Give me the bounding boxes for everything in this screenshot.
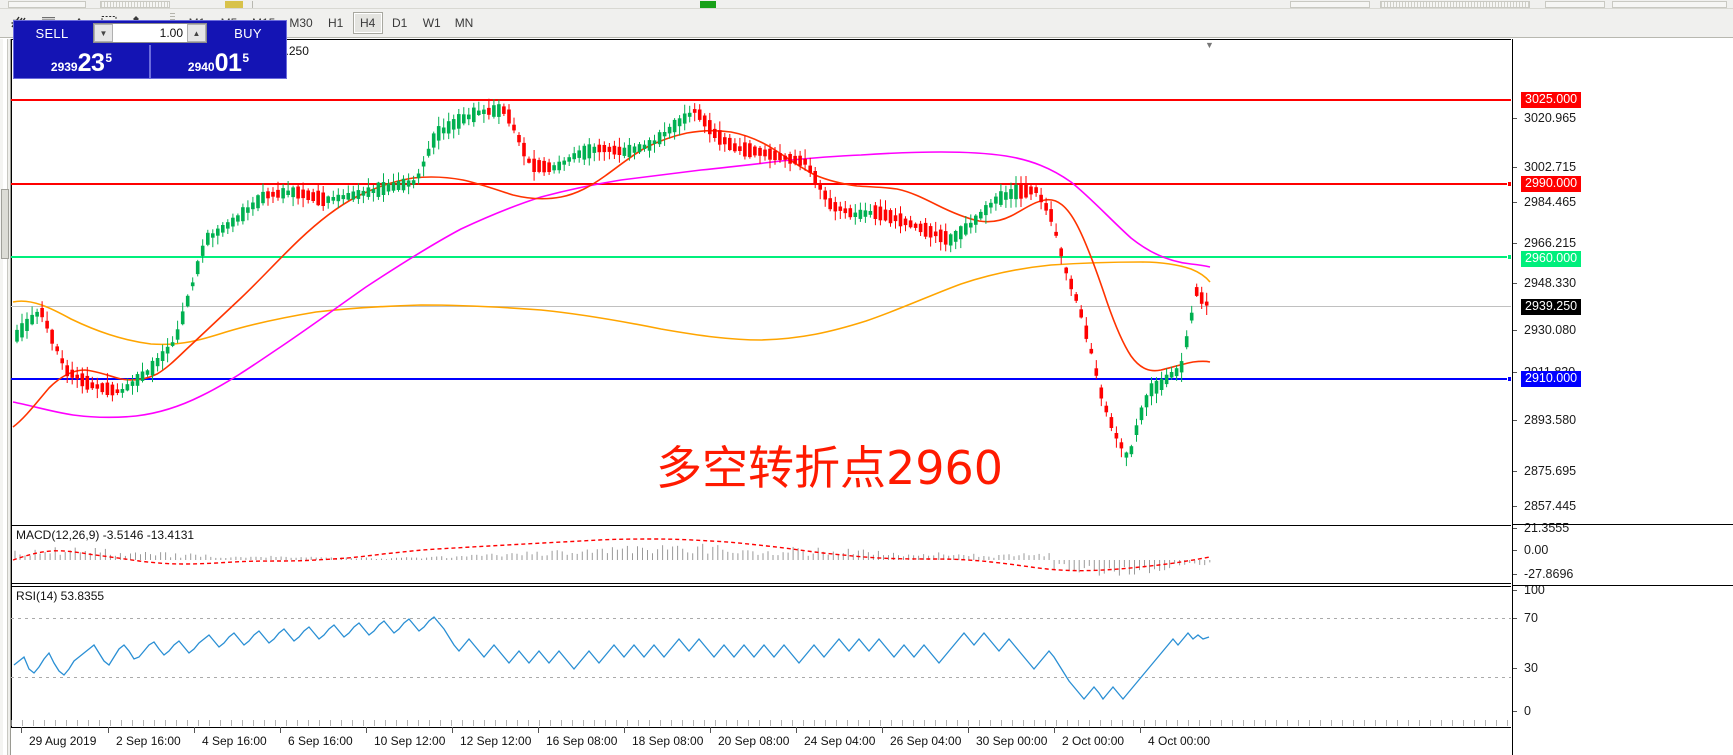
level-label-2910[interactable]: 2910.000	[1521, 371, 1582, 387]
chart-collapse-caret[interactable]: ▼	[1205, 40, 1214, 50]
axis-separator	[1512, 524, 1733, 525]
time-tick: 29 Aug 2019	[20, 727, 97, 748]
time-tick: 2 Sep 16:00	[108, 727, 181, 748]
timeframe-h4[interactable]: H4	[352, 12, 383, 34]
resistance-line-2990[interactable]	[11, 181, 1511, 187]
sell-price-button[interactable]: 2939 23 5	[14, 45, 149, 78]
price-series-svg	[12, 129, 1211, 428]
time-tick: 16 Sep 08:00	[537, 727, 618, 748]
time-tick: 24 Sep 04:00	[795, 727, 876, 748]
price-tick: 2948.330	[1513, 276, 1576, 290]
candlestick-series	[15, 98, 1209, 467]
price-axis[interactable]: 3025.000 3020.965 3002.715 2990.000 2984…	[1512, 39, 1733, 755]
rsi-level-30	[11, 677, 1511, 678]
price-pane[interactable]: 多空转折点2960	[11, 40, 1511, 521]
sell-price-prefix: 2939	[50, 60, 78, 74]
one-click-trading-panel[interactable]: SELL ▼ 1.00 ▲ BUY 2939 23 5 2940 01 5	[13, 20, 287, 79]
price-tick: 2893.580	[1513, 413, 1576, 427]
chart-annotation-text[interactable]: 多空转折点2960	[656, 441, 1004, 495]
time-tick: 10 Sep 12:00	[365, 727, 446, 748]
ma-mid-magenta	[12, 151, 1211, 419]
chart-area[interactable]: 多空转折点2960 MACD(12,26,9) -3.5146 -13.4131…	[11, 39, 1733, 755]
volume-decrement-button[interactable]: ▼	[94, 24, 113, 42]
time-tick: 26 Sep 04:00	[881, 727, 962, 748]
rsi-label: RSI(14) 53.8355	[16, 589, 105, 603]
price-tick: 2875.695	[1513, 464, 1576, 478]
timeframe-w1[interactable]: W1	[422, 16, 441, 30]
level-label-bid: 2939.250	[1521, 299, 1582, 315]
volume-increment-button[interactable]: ▲	[187, 24, 206, 42]
time-tick: 18 Sep 08:00	[623, 727, 704, 748]
resistance-line-3025[interactable]	[11, 99, 1511, 101]
rsi-pane[interactable]: RSI(14) 53.8355	[11, 586, 1511, 726]
octp-prices: 2939 23 5 2940 01 5	[14, 45, 286, 78]
rsi-series	[13, 616, 1210, 701]
toolbar-overflow-stub	[0, 0, 1733, 9]
axis-separator	[1512, 585, 1733, 586]
volume-stepper[interactable]: ▼ 1.00 ▲	[93, 23, 207, 43]
price-tick: 2966.215	[1513, 236, 1576, 250]
time-tick: 4 Sep 16:00	[194, 727, 267, 748]
price-tick: 3020.965	[1513, 111, 1576, 125]
rsi-level-70	[11, 618, 1511, 619]
timeframe-d1[interactable]: D1	[392, 16, 408, 30]
macd-axis-tick: -27.8696	[1513, 567, 1573, 581]
time-tick: 2 Oct 00:00	[1053, 727, 1125, 748]
buy-price-point: 5	[242, 51, 250, 65]
rsi-axis-tick: 30	[1513, 661, 1538, 675]
support-line-2910[interactable]	[11, 376, 1511, 382]
time-axis[interactable]: 29 Aug 2019 2 Sep 16:00 4 Sep 16:00 6 Se…	[11, 727, 1511, 755]
chart-vertical-scrollbar[interactable]	[0, 39, 11, 755]
sell-price-main: 23	[77, 49, 105, 77]
sell-price-point: 5	[105, 51, 113, 65]
period-separator-ticks	[11, 720, 1511, 726]
time-tick: 30 Sep 00:00	[967, 727, 1048, 748]
buy-price-prefix: 2940	[187, 60, 215, 74]
level-label-2990[interactable]: 2990.000	[1521, 176, 1582, 192]
price-tick: 3002.715	[1513, 160, 1576, 174]
macd-signal-line	[12, 538, 1211, 572]
pivot-line-2960[interactable]	[11, 254, 1511, 260]
timeframe-m30[interactable]: M30	[289, 16, 313, 30]
rsi-axis-tick: 0	[1513, 704, 1531, 718]
price-tick: 2930.080	[1513, 323, 1576, 337]
bid-price-line	[11, 306, 1511, 307]
time-tick: 6 Sep 16:00	[280, 727, 353, 748]
price-tick: 2857.445	[1513, 499, 1576, 513]
sell-button-label[interactable]: SELL	[35, 25, 69, 41]
level-label-2960[interactable]: 2960.000	[1521, 251, 1582, 267]
price-tick: 2984.465	[1513, 195, 1576, 209]
time-tick: 20 Sep 08:00	[709, 727, 790, 748]
macd-pane[interactable]: MACD(12,26,9) -3.5146 -13.4131	[11, 525, 1511, 584]
time-tick: 12 Sep 12:00	[451, 727, 532, 748]
rsi-line	[13, 616, 1210, 701]
octp-header: SELL ▼ 1.00 ▲ BUY	[14, 21, 286, 45]
time-tick: 4 Oct 00:00	[1139, 727, 1211, 748]
rsi-axis-tick: 100	[1513, 583, 1545, 597]
rsi-axis-tick: 70	[1513, 611, 1538, 625]
buy-price-main: 01	[214, 49, 242, 77]
ma-fast-red	[12, 129, 1211, 428]
level-label-3025[interactable]: 3025.000	[1521, 92, 1582, 108]
volume-input[interactable]: 1.00	[113, 24, 187, 42]
buy-price-button[interactable]: 2940 01 5	[149, 45, 286, 78]
scrollbar-thumb[interactable]	[1, 189, 9, 259]
timeframe-h1[interactable]: H1	[328, 16, 344, 30]
macd-series	[12, 538, 1211, 576]
macd-label: MACD(12,26,9) -3.5146 -13.4131	[16, 528, 195, 542]
macd-axis-tick: 0.00	[1513, 543, 1548, 557]
buy-button-label[interactable]: BUY	[234, 25, 262, 41]
timeframe-mn[interactable]: MN	[454, 16, 474, 30]
